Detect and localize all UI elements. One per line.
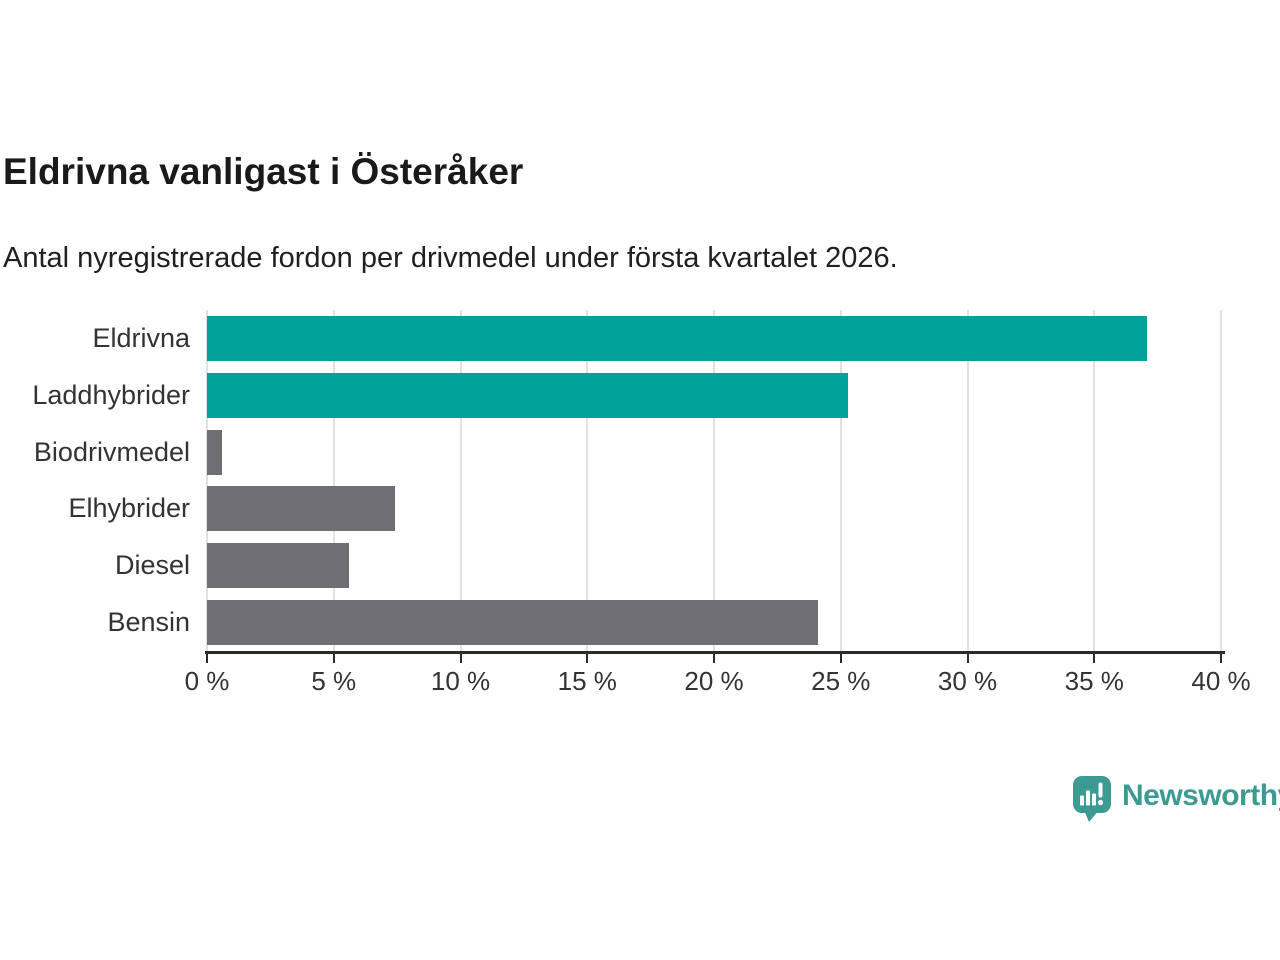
category-label-row: Eldrivna <box>0 310 190 367</box>
x-axis-tick <box>839 654 842 663</box>
bar <box>207 543 349 589</box>
gridline <box>459 310 462 651</box>
category-label: Biodrivmedel <box>33 436 190 467</box>
category-label-row: Bensin <box>0 594 190 651</box>
category-label: Laddhybrider <box>32 379 190 410</box>
category-label: Diesel <box>114 550 190 581</box>
category-label: Bensin <box>107 607 190 638</box>
bar <box>207 429 223 475</box>
newsworthy-wordmark: Newsworthy <box>1122 779 1280 812</box>
bars-layer <box>207 310 1221 651</box>
x-axis-tick-label: 40 % <box>1191 666 1251 696</box>
category-label-row: Diesel <box>0 537 190 594</box>
x-axis-tick-label: 20 % <box>684 666 744 696</box>
gridline <box>586 310 589 651</box>
gridline <box>1093 310 1096 651</box>
gridline <box>839 310 842 651</box>
gridline <box>713 310 715 651</box>
x-axis-tick-label: 25 % <box>811 666 871 696</box>
bar-row <box>207 537 1221 594</box>
bar <box>207 372 849 418</box>
bar-row <box>207 594 1221 651</box>
gridline <box>206 310 208 651</box>
plot-area: 0 % 5 % 10 % 15 % 20 % 25 % 30 % 35 % 40 % <box>185 310 1251 696</box>
bar-row <box>207 424 1221 481</box>
x-axis-tick <box>206 654 208 663</box>
x-axis-tick-label: 35 % <box>1064 666 1124 696</box>
bar <box>207 315 1148 361</box>
x-axis-tick <box>1093 654 1096 663</box>
bar <box>207 600 818 646</box>
category-label-row: Elhybrider <box>0 480 190 537</box>
gridline <box>332 310 335 651</box>
gridline <box>1220 310 1222 651</box>
x-axis-tick-label: 10 % <box>430 666 491 696</box>
y-axis-category-labels: Eldrivna Laddhybrider Biodrivmedel Elhybrid… <box>0 310 190 651</box>
bar <box>207 486 395 532</box>
x-axis-tick-label: 15 % <box>557 666 617 696</box>
bar-row <box>207 480 1221 537</box>
gridline <box>966 310 969 651</box>
newsworthy-bar-chart-speech-bubble-icon <box>1073 776 1111 822</box>
chart-subtitle: Antal nyregistrerade fordon per drivmede… <box>3 242 898 274</box>
newsworthy-logo: Newsworthy <box>1072 775 1280 823</box>
chart-title: Eldrivna vanligast i Österåker <box>3 151 524 192</box>
x-axis-tick-label: 0 % <box>184 666 230 696</box>
gridlines-layer <box>206 310 1222 651</box>
x-axis-tick <box>713 654 715 663</box>
bar-row <box>207 310 1221 367</box>
x-axis-tick <box>586 654 589 663</box>
x-axis-tick <box>1220 654 1222 663</box>
x-axis-tick <box>966 654 969 663</box>
x-axis-tick-label: 5 % <box>311 666 357 696</box>
x-axis-tick-label: 30 % <box>937 666 998 696</box>
x-axis-tick <box>459 654 462 663</box>
bar-row <box>207 367 1221 424</box>
x-axis-tick <box>332 654 335 663</box>
category-label: Eldrivna <box>92 322 190 353</box>
category-label: Elhybrider <box>68 493 190 524</box>
category-label-row: Laddhybrider <box>0 367 190 424</box>
category-label-row: Biodrivmedel <box>0 424 190 481</box>
